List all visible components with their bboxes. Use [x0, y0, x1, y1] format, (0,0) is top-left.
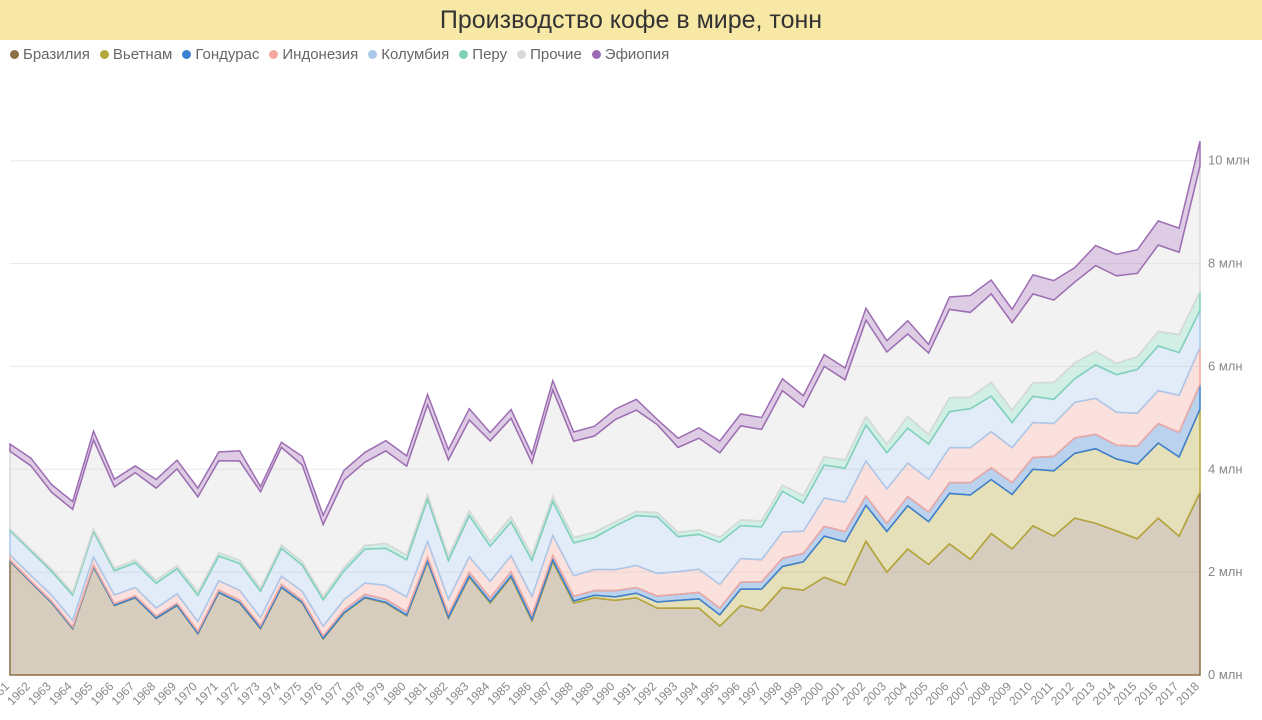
- y-tick-label: 8 млн: [1208, 256, 1243, 271]
- y-tick-label: 2 млн: [1208, 564, 1243, 579]
- legend-label: Гондурас: [195, 46, 259, 63]
- legend-dot-icon: [517, 50, 526, 59]
- x-tick-label: 2018: [1173, 679, 1202, 708]
- legend-dot-icon: [368, 50, 377, 59]
- legend-item[interactable]: Бразилия: [10, 46, 90, 63]
- legend-item[interactable]: Эфиопия: [592, 46, 669, 63]
- legend-dot-icon: [100, 50, 109, 59]
- legend-item[interactable]: Прочие: [517, 46, 582, 63]
- legend-item[interactable]: Перу: [459, 46, 507, 63]
- legend-label: Перу: [472, 46, 507, 63]
- legend: Бразилия Вьетнам Гондурас Индонезия Колумбия…: [0, 40, 1262, 65]
- y-tick-label: 6 млн: [1208, 358, 1243, 373]
- legend-dot-icon: [269, 50, 278, 59]
- y-tick-label: 0 млн: [1208, 667, 1243, 682]
- legend-label: Колумбия: [381, 46, 449, 63]
- legend-item[interactable]: Вьетнам: [100, 46, 172, 63]
- y-tick-label: 4 млн: [1208, 461, 1243, 476]
- chart-container: 0 млн2 млн4 млн6 млн8 млн10 млн196119621…: [0, 65, 1262, 715]
- legend-label: Бразилия: [23, 46, 90, 63]
- y-tick-label: 10 млн: [1208, 153, 1250, 168]
- legend-item[interactable]: Гондурас: [182, 46, 259, 63]
- legend-label: Эфиопия: [605, 46, 669, 63]
- legend-item[interactable]: Колумбия: [368, 46, 449, 63]
- stacked-area-chart: 0 млн2 млн4 млн6 млн8 млн10 млн196119621…: [0, 65, 1262, 715]
- chart-title-bar: Производство кофе в мире, тонн: [0, 0, 1262, 40]
- legend-item[interactable]: Индонезия: [269, 46, 358, 63]
- chart-title: Производство кофе в мире, тонн: [440, 6, 822, 35]
- legend-dot-icon: [10, 50, 19, 59]
- legend-dot-icon: [182, 50, 191, 59]
- legend-dot-icon: [459, 50, 468, 59]
- legend-label: Прочие: [530, 46, 582, 63]
- legend-dot-icon: [592, 50, 601, 59]
- legend-label: Индонезия: [282, 46, 358, 63]
- legend-label: Вьетнам: [113, 46, 172, 63]
